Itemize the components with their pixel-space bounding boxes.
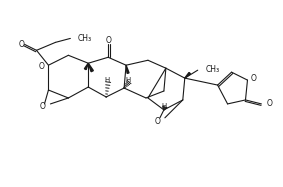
Text: O: O — [19, 40, 25, 49]
Text: O: O — [155, 117, 161, 126]
Text: O: O — [40, 102, 46, 111]
Text: O: O — [250, 74, 256, 83]
Text: O: O — [38, 62, 44, 71]
Polygon shape — [126, 65, 129, 73]
Text: H: H — [104, 77, 110, 83]
Text: CH₃: CH₃ — [77, 34, 91, 43]
Polygon shape — [185, 72, 190, 78]
Text: O: O — [266, 99, 272, 108]
Polygon shape — [88, 63, 93, 72]
Text: H: H — [161, 103, 166, 109]
Polygon shape — [84, 63, 88, 70]
Text: O: O — [105, 36, 111, 45]
Text: H: H — [125, 77, 131, 83]
Text: CH₃: CH₃ — [206, 65, 220, 74]
